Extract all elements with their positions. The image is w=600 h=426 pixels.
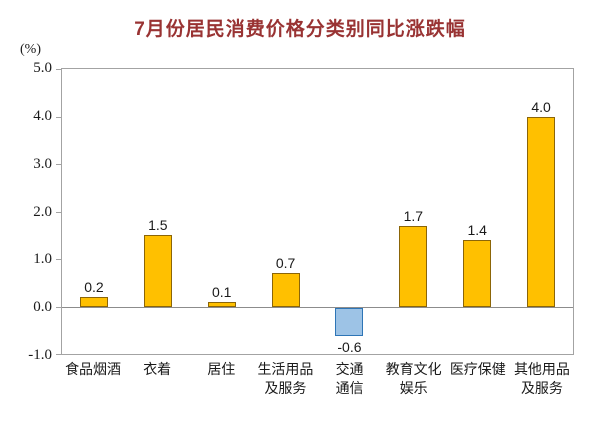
value-label: 1.7	[403, 207, 424, 224]
value-label: -0.6	[337, 339, 362, 355]
bar-4	[335, 307, 364, 336]
y-tick-mark	[56, 354, 61, 355]
bar-6	[463, 240, 492, 307]
bar-3	[271, 273, 300, 307]
bar-7	[527, 116, 556, 307]
y-tick-label: 4.0	[33, 107, 52, 124]
y-tick-label: -1.0	[28, 347, 52, 363]
plot-area: 0.2 1.5 0.1 0.7 -0.6 1.7 1.4 4.0	[56, 68, 574, 355]
y-tick-label: 3.0	[33, 155, 52, 172]
x-category-label: 其他用品 及服务	[513, 361, 570, 396]
x-category-label: 医疗保健	[449, 361, 506, 377]
y-tick-label: 1.0	[33, 251, 52, 268]
y-axis-unit-label: (%)	[20, 42, 41, 57]
chart-title: 7月份居民消费价格分类别同比涨跌幅	[134, 19, 466, 40]
x-category-label: 食品烟酒	[65, 361, 122, 377]
value-label: 0.1	[211, 283, 232, 300]
y-tick-mark	[56, 116, 61, 118]
bar-0	[79, 297, 108, 307]
value-label: 1.4	[467, 222, 487, 238]
bar-5	[399, 225, 428, 307]
y-axis: 5.0 4.0 3.0 2.0 1.0 0.0 -1.0	[0, 60, 52, 363]
y-tick-label: 2.0	[33, 203, 52, 220]
bar-1	[143, 235, 172, 307]
y-tick-mark	[56, 69, 61, 70]
x-axis-labels: 食品烟酒 衣着 居住 生活用品 及服务 交通 通信 教育文化 娱乐 医疗保健 其他用品 及服务	[61, 360, 574, 404]
x-category-label: 居住	[207, 361, 236, 377]
y-tick-mark	[56, 259, 61, 260]
y-tick-mark	[56, 164, 61, 165]
bar-2	[207, 301, 236, 307]
y-tick-label: 0.0	[33, 299, 52, 316]
value-label: 0.7	[275, 255, 296, 272]
x-category-label: 教育文化 娱乐	[385, 361, 442, 396]
value-label: 1.5	[148, 217, 168, 234]
zero-line	[62, 306, 573, 308]
x-category-label: 衣着	[143, 361, 172, 377]
value-label: 4.0	[531, 98, 551, 115]
y-tick-label: 5.0	[33, 60, 52, 76]
y-tick-mark	[56, 306, 61, 308]
value-label: 0.2	[84, 279, 104, 295]
y-tick-mark	[56, 211, 61, 213]
x-category-label: 生活用品 及服务	[257, 361, 314, 396]
x-category-label: 交通 通信	[335, 361, 364, 396]
